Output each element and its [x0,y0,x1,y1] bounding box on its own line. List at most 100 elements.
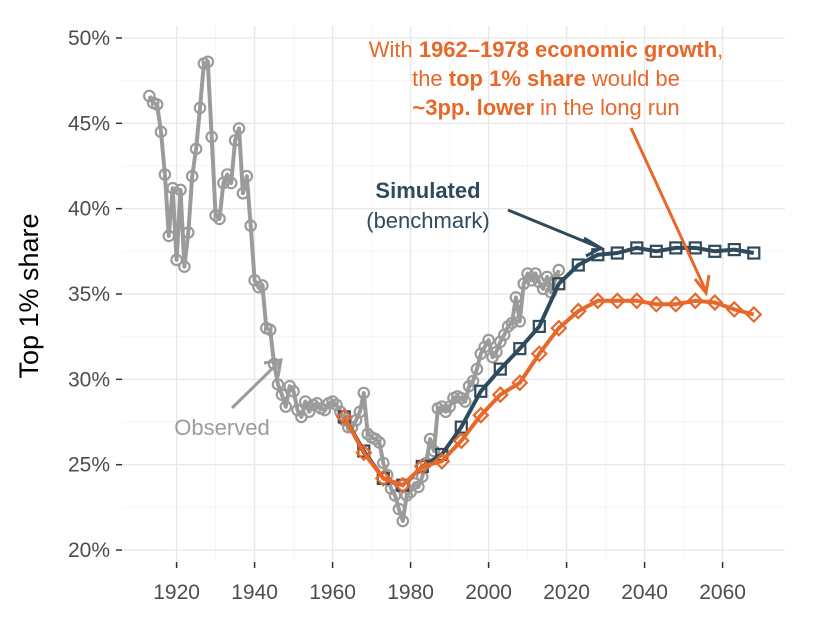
data-point [509,291,523,304]
data-point [287,384,300,398]
series-line [342,298,755,488]
y-tick-label: 30% [68,368,110,391]
x-tick-label: 1920 [153,581,200,604]
data-point [182,226,195,239]
data-point [647,295,665,313]
simulated-label-bold: Simulated [375,178,480,203]
data-point [667,295,685,313]
data-point [688,241,702,255]
data-point [374,469,392,487]
data-point [649,244,663,258]
data-point [240,169,254,183]
data-point [193,101,207,115]
x-tick-label: 1940 [231,581,278,604]
data-point [540,270,554,284]
data-point [686,292,704,310]
counterfactual-arrow-head [693,274,711,297]
y-axis: 20% 25% 30% 35% 40% 45% 50% [68,27,122,562]
x-tick-label: 2040 [621,581,668,604]
simulated-label-rest: (benchmark) [366,208,489,233]
x-axis: 1920 1940 1960 1980 2000 2020 2040 2060 [153,562,746,604]
counterfactual-line-1: With 1962–1978 economic growth, [369,37,724,62]
data-point [628,292,646,310]
data-point [392,502,406,516]
observed-label: Observed [174,415,269,440]
simulated-arrow-head [583,236,605,258]
annotation-counterfactual: With 1962–1978 economic growth, the top … [369,37,724,297]
data-point [745,305,763,324]
data-point [490,345,503,359]
data-point [376,456,390,470]
y-tick-label: 45% [68,112,110,135]
data-point [162,229,176,243]
series-0 [143,55,566,528]
data-point [232,122,246,135]
y-tick-label: 25% [68,454,110,477]
counterfactual-line-3: ~3pp. lower in the long run [412,95,679,120]
data-point [178,260,191,273]
data-point [470,362,484,376]
data-point [228,134,242,147]
data-point [706,293,724,312]
data-point [412,480,425,494]
data-point [511,374,529,392]
x-tick-label: 2000 [465,581,512,604]
data-point [224,176,238,190]
data-point [150,98,164,111]
grid [122,26,785,562]
data-point [244,219,257,233]
x-tick-label: 2060 [699,581,746,604]
data-point [552,277,566,291]
data-point [571,258,585,272]
data-point [725,300,743,318]
data-point [552,263,566,277]
y-tick-label: 50% [68,27,110,50]
data-point [452,432,470,450]
x-tick-label: 2020 [543,581,590,604]
data-point [608,292,626,310]
data-point [589,292,607,310]
data-point [279,400,293,413]
annotation-simulated: Simulated (benchmark) [366,178,605,258]
data-point [170,253,183,267]
data-point [472,406,490,424]
data-point [388,489,402,502]
observed-arrow [230,361,280,410]
series-2 [335,292,763,494]
data-point [205,130,218,144]
data-point [357,386,371,400]
data-point [569,302,587,320]
data-point [513,315,527,328]
data-point [532,319,546,334]
y-tick-label: 20% [68,539,110,562]
x-tick-label: 1980 [387,581,434,604]
data-point [335,408,353,426]
data-point [708,244,722,258]
y-tick-label: 35% [68,283,110,306]
data-point [458,395,472,408]
data-point [154,125,168,139]
data-point [396,514,410,528]
data-point [275,388,289,402]
data-point [213,212,226,226]
data-point [166,181,179,195]
data-point [433,452,451,470]
simulated-arrow [507,208,599,249]
data-point [513,342,527,356]
series-line [147,59,561,523]
data-point [174,183,187,197]
data-point [298,395,312,408]
data-point [747,246,761,260]
data-point [185,169,199,183]
data-point [493,362,507,376]
observed-arrow-head [263,358,283,378]
x-tick-label: 1960 [309,581,356,604]
data-point [550,319,568,337]
data-point [669,241,683,255]
data-point [189,142,203,156]
data-point [201,55,215,69]
data-point [466,374,480,388]
data-point [482,333,495,347]
data-point [413,457,431,475]
data-point [373,436,386,449]
